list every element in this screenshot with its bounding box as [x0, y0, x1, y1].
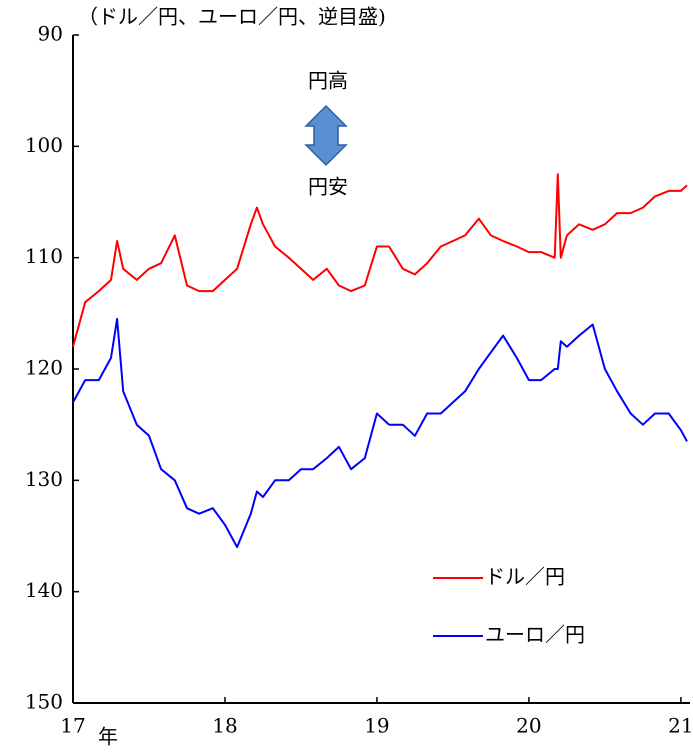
line-series [72, 173, 688, 347]
x-tick-label: 19 [364, 714, 389, 738]
x-tick-label: 18 [212, 714, 237, 738]
y-tick-label: 130 [25, 467, 63, 491]
y-tick-label: 150 [25, 690, 63, 714]
direction-arrow [304, 104, 348, 167]
x-tick-label: 20 [516, 714, 541, 738]
legend-label: ドル／円 [485, 565, 565, 589]
legend-label: ユーロ／円 [485, 623, 585, 647]
y-tick-label: 100 [25, 133, 63, 157]
x-axis-label: 年 [98, 725, 118, 749]
line-series [72, 317, 688, 549]
chart-title: （ドル／円、ユーロ／円、逆目盛) [78, 5, 386, 29]
y-tick-label: 120 [25, 356, 63, 380]
y-tick-label: 140 [25, 578, 63, 602]
y-tick-label: 90 [38, 22, 63, 46]
x-tick-label: 21 [668, 714, 693, 738]
y-tick-label: 110 [25, 244, 63, 268]
annotation: 円高 [308, 69, 348, 93]
x-tick-label: 17 [60, 714, 85, 738]
annotation: 円安 [308, 175, 348, 199]
